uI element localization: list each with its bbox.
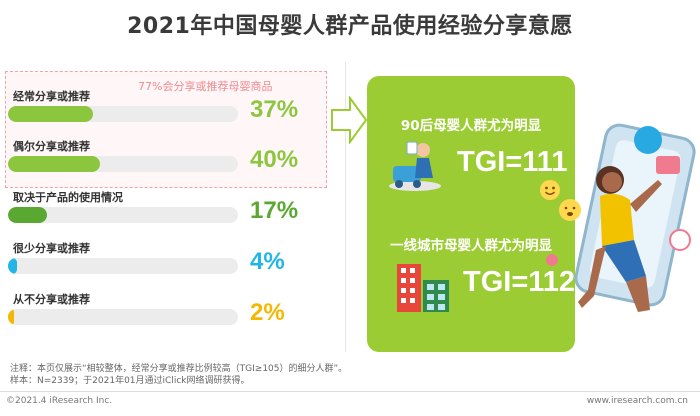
bar-track: [8, 207, 238, 223]
arrow-right-icon: [331, 96, 368, 144]
category-label: 很少分享或推荐: [13, 242, 90, 255]
phone-woman-illustration-icon: [546, 123, 696, 312]
category-label: 取决于产品的使用情况: [13, 191, 123, 204]
value-label: 40%: [250, 146, 299, 173]
bar: [8, 258, 18, 274]
website-url: www.iresearch.com.cn: [586, 396, 688, 406]
copyright: ©2021.4 iResearch Inc.: [6, 396, 113, 406]
footnote-line-2: 样本：N=2339；于2021年01月通过iClick网络调研获得。: [10, 376, 250, 386]
bar: [8, 106, 94, 122]
highlight-note: 77%会分享或推荐母婴商品: [138, 80, 273, 93]
bar: [8, 156, 100, 172]
value-label: 17%: [250, 197, 299, 224]
bar-track: [8, 156, 238, 172]
category-label: 从不分享或推荐: [13, 293, 90, 306]
bar: [8, 309, 14, 325]
category-label: 偶尔分享或推荐: [13, 140, 90, 153]
bar-track: [8, 258, 238, 274]
bar-track: [8, 309, 238, 325]
tgi-value-2: TGI=112: [463, 266, 576, 298]
value-label: 37%: [250, 96, 299, 123]
page-title: 2021年中国母婴人群产品使用经验分享意愿: [127, 14, 573, 39]
bar: [8, 207, 48, 223]
city-buildings-icon: [397, 264, 449, 312]
value-label: 2%: [250, 299, 285, 326]
value-label: 4%: [250, 248, 285, 275]
family-illustration-icon: [389, 141, 441, 191]
footnote-line-1: 注释：本页仅展示“相较整体，经常分享或推荐比例较高（TGI≥105）的细分人群”…: [10, 364, 348, 374]
tgi-value-1: TGI=111: [457, 146, 568, 178]
bottom-rule: [0, 391, 700, 392]
insight-panel: 90后母婴人群尤为明显 TGI=111 一线城市母婴人群尤为明显 TGI=112: [367, 76, 575, 352]
category-label: 经常分享或推荐: [13, 90, 90, 103]
divider: [345, 62, 346, 352]
insight-2-text: 一线城市母婴人群尤为明显: [390, 238, 552, 254]
bar-track: [8, 106, 238, 122]
smile-emoji-icon: [540, 180, 560, 200]
insight-1-text: 90后母婴人群尤为明显: [400, 118, 542, 134]
